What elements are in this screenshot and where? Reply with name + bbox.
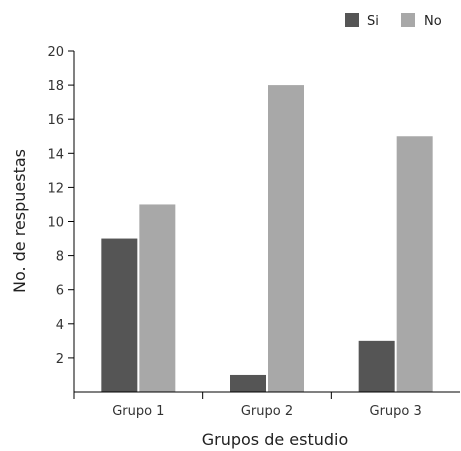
bar-si-3	[358, 340, 395, 392]
y-tick-label: 16	[47, 113, 64, 128]
x-axis-title: Grupos de estudio	[202, 430, 349, 449]
legend-swatch-no	[401, 13, 415, 27]
bar-no-3	[396, 136, 433, 392]
y-tick-label: 20	[47, 45, 64, 60]
x-tick-label: Grupo 1	[112, 404, 164, 419]
y-tick-label: 2	[56, 352, 64, 367]
legend-label-si: Si	[367, 14, 379, 29]
x-tick-label: Grupo 2	[241, 404, 293, 419]
y-tick-label: 4	[56, 318, 64, 333]
y-axis-ticks: 2 4 6 8 10 12 14 16 18 20	[47, 45, 74, 367]
y-tick-label: 12	[47, 181, 64, 196]
bar-no-1	[139, 204, 176, 392]
legend-label-no: No	[424, 14, 442, 29]
y-tick-label: 8	[56, 250, 64, 265]
y-tick-label: 14	[47, 147, 64, 162]
x-tick-label: Grupo 3	[370, 404, 422, 419]
y-tick-label: 10	[47, 216, 64, 231]
legend-swatch-si	[345, 13, 359, 27]
y-axis-title: No. de respuestas	[10, 149, 29, 293]
bar-no-2	[268, 85, 304, 392]
bar-si-1	[101, 238, 138, 392]
x-axis-ticks: Grupo 1 Grupo 2 Grupo 3	[73, 392, 422, 419]
bar-si-2	[230, 374, 266, 392]
bars	[101, 85, 433, 392]
legend: Si No	[345, 13, 442, 29]
y-tick-label: 6	[56, 284, 64, 299]
y-tick-label: 18	[47, 79, 64, 94]
